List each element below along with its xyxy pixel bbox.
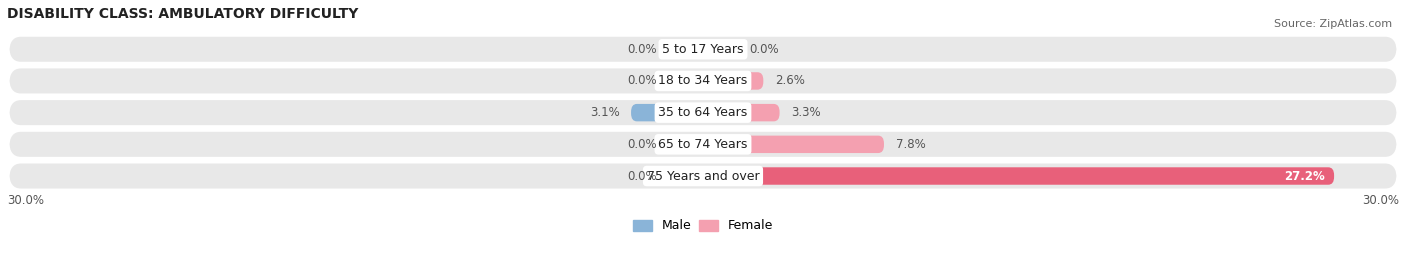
- Text: 30.0%: 30.0%: [1362, 194, 1399, 207]
- Text: 0.0%: 0.0%: [627, 43, 657, 56]
- Text: 0.0%: 0.0%: [627, 138, 657, 151]
- FancyBboxPatch shape: [703, 40, 738, 58]
- FancyBboxPatch shape: [10, 132, 1396, 157]
- Text: 0.0%: 0.0%: [627, 75, 657, 87]
- Text: 75 Years and over: 75 Years and over: [647, 170, 759, 183]
- Text: Source: ZipAtlas.com: Source: ZipAtlas.com: [1274, 19, 1392, 29]
- Text: DISABILITY CLASS: AMBULATORY DIFFICULTY: DISABILITY CLASS: AMBULATORY DIFFICULTY: [7, 7, 359, 21]
- Text: 18 to 34 Years: 18 to 34 Years: [658, 75, 748, 87]
- FancyBboxPatch shape: [10, 100, 1396, 125]
- FancyBboxPatch shape: [10, 163, 1396, 188]
- Text: 0.0%: 0.0%: [749, 43, 779, 56]
- Text: 30.0%: 30.0%: [7, 194, 44, 207]
- FancyBboxPatch shape: [10, 68, 1396, 94]
- Text: 65 to 74 Years: 65 to 74 Years: [658, 138, 748, 151]
- Text: 2.6%: 2.6%: [775, 75, 804, 87]
- Text: 35 to 64 Years: 35 to 64 Years: [658, 106, 748, 119]
- Text: 5 to 17 Years: 5 to 17 Years: [662, 43, 744, 56]
- Legend: Male, Female: Male, Female: [633, 219, 773, 232]
- FancyBboxPatch shape: [703, 72, 763, 90]
- FancyBboxPatch shape: [703, 167, 1334, 185]
- FancyBboxPatch shape: [668, 72, 703, 90]
- FancyBboxPatch shape: [703, 104, 779, 121]
- FancyBboxPatch shape: [631, 104, 703, 121]
- FancyBboxPatch shape: [668, 40, 703, 58]
- FancyBboxPatch shape: [668, 167, 703, 185]
- FancyBboxPatch shape: [703, 136, 884, 153]
- Text: 3.1%: 3.1%: [589, 106, 620, 119]
- Text: 0.0%: 0.0%: [627, 170, 657, 183]
- FancyBboxPatch shape: [10, 37, 1396, 62]
- Text: 27.2%: 27.2%: [1284, 170, 1324, 183]
- Text: 7.8%: 7.8%: [896, 138, 925, 151]
- Text: 3.3%: 3.3%: [792, 106, 821, 119]
- FancyBboxPatch shape: [668, 136, 703, 153]
